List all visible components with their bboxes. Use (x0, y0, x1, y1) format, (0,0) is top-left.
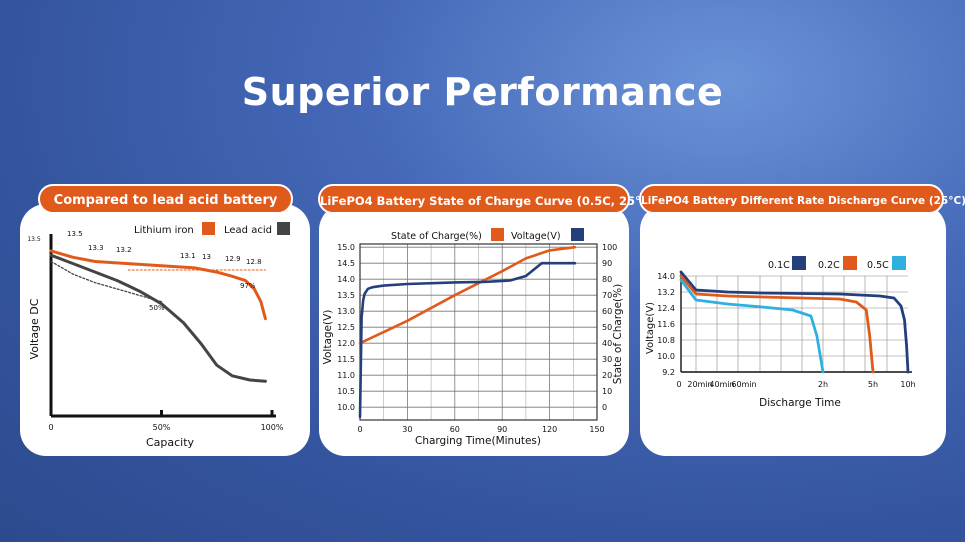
y2-tick-label: 50 (602, 323, 612, 332)
chart-card-discharge-rate: 9.2 10.0 10.8 11.6 12.4 13.2 14.0 0 20min 40min 60… (640, 204, 946, 456)
state-of-charge-chart: 10.0 10.5 11.0 11.5 12.0 12.5 13.0 13.5 14.0 14.5… (322, 228, 624, 447)
lead-acid-comparison-chart: 0 50% 100% Capacity Voltage DC 13.5 13.5 13.3 13… (27, 222, 290, 449)
x-tick-label: 40min (709, 380, 734, 389)
y-axis-title: Voltage(V) (322, 310, 334, 365)
y-axis-title: Voltage DC (28, 298, 41, 359)
y-tick-label: 11.6 (657, 320, 675, 329)
y-tick-label: 13.0 (337, 307, 355, 316)
x-axis-title: Capacity (146, 436, 195, 449)
x-tick-label: 20min (687, 380, 712, 389)
legend-label-0-1c: 0.1C (768, 260, 790, 271)
pill-title-discharge-rate: LiFePO4 Battery Different Rate Discharge… (639, 184, 965, 214)
x-tick-label: 60 (450, 425, 460, 434)
x-tick-label: 2h (818, 380, 828, 389)
y-tick-label: 10.0 (657, 352, 675, 361)
legend-swatch-voltage (571, 228, 584, 241)
y2-tick-label: 60 (602, 307, 612, 316)
y-tick-label: 14.0 (337, 275, 355, 284)
point-label: 13.5 (27, 236, 41, 243)
pill-title-state-of-charge: LiFePO4 Battery State of Charge Curve (0… (318, 184, 655, 214)
legend-label-0-2c: 0.2C (818, 260, 840, 271)
point-label: 13.1 (180, 252, 196, 260)
y2-tick-label: 20 (602, 371, 612, 380)
series-line-voltage (358, 261, 577, 419)
y-tick-label: 11.5 (337, 355, 355, 364)
y2-tick-label: 90 (602, 259, 612, 268)
point-label: 50% (149, 304, 165, 312)
point-label: 13 (202, 253, 211, 261)
series-line-0-2c (679, 274, 875, 374)
x-tick-label: 150 (589, 425, 604, 434)
y2-tick-label: 40 (602, 339, 612, 348)
x-tick-label: 60min (731, 380, 756, 389)
y-tick-label: 10.0 (337, 403, 355, 412)
y2-tick-label: 10 (602, 387, 612, 396)
legend-swatch-0-2c (843, 256, 857, 270)
point-label: 12.8 (246, 258, 262, 266)
x-tick-label: 0 (357, 425, 362, 434)
x-axis-title: Charging Time(Minutes) (415, 435, 541, 447)
legend-swatch-lead-acid (277, 222, 290, 235)
series-line-lead-acid-reference (50, 260, 163, 303)
y-tick-label: 10.8 (657, 336, 675, 345)
point-label: 13.2 (116, 246, 132, 254)
chart-card-state-of-charge: 10.0 10.5 11.0 11.5 12.0 12.5 13.0 13.5 14.0 14.5… (319, 204, 629, 456)
x-tick-label: 90 (497, 425, 507, 434)
page-headline: Superior Performance (241, 70, 724, 114)
y2-tick-label: 30 (602, 355, 612, 364)
y2-tick-label: 70 (602, 291, 612, 300)
y-axis-title: Voltage(V) (645, 302, 656, 354)
point-label: 97% (240, 282, 256, 290)
plot-frame (359, 243, 598, 421)
y-tick-label: 13.2 (657, 288, 675, 297)
series-line-0-1c (679, 270, 910, 374)
y-tick-label: 14.5 (337, 259, 355, 268)
legend-label-lithium-iron: Lithium iron (134, 225, 194, 236)
legend-label-voltage: Voltage(V) (511, 231, 561, 242)
point-label: 13.3 (88, 244, 104, 252)
y-tick-label: 10.5 (337, 387, 355, 396)
legend-swatch-0-1c (792, 256, 806, 270)
x-tick-label: 30 (402, 425, 412, 434)
point-label: 12.9 (225, 255, 241, 263)
legend-swatch-state-of-charge (491, 228, 504, 241)
x-tick-label: 5h (868, 380, 878, 389)
x-tick-label: 50% (153, 423, 171, 432)
y-tick-label: 9.2 (662, 368, 675, 377)
series-line-0-5c (679, 278, 825, 374)
legend-swatch-lithium-iron (202, 222, 215, 235)
legend-swatch-0-5c (892, 256, 906, 270)
y-tick-label: 15.0 (337, 243, 355, 252)
x-tick-label: 10h (900, 380, 915, 389)
y-tick-label: 11.0 (337, 371, 355, 380)
discharge-rate-chart: 9.2 10.0 10.8 11.6 12.4 13.2 14.0 0 20min40min60… (645, 256, 916, 409)
x-tick-label: 0 (676, 380, 681, 389)
x-tick-label: 100% (261, 423, 284, 432)
x-tick-label: 120 (542, 425, 557, 434)
y-tick-label: 14.0 (657, 272, 675, 281)
y2-tick-label: 100 (602, 243, 617, 252)
y-tick-label: 12.4 (657, 304, 675, 313)
point-label: 13.5 (67, 230, 83, 238)
y-tick-label: 13.5 (337, 291, 355, 300)
y2-tick-label: 80 (602, 275, 612, 284)
y2-axis-title: State of Charge(%) (612, 284, 624, 384)
y-tick-label: 12.5 (337, 323, 355, 332)
series-line-state-of-charge (358, 245, 577, 345)
y-tick-label: 12.0 (337, 339, 355, 348)
y2-tick-label: 0 (602, 403, 607, 412)
legend-label-state-of-charge: State of Charge(%) (391, 231, 482, 242)
legend-label-0-5c: 0.5C (867, 260, 889, 271)
series-line-lead-acid (49, 253, 267, 383)
chart-card-lead-acid: 0 50% 100% Capacity Voltage DC 13.5 13.5 13.3 13… (20, 204, 310, 456)
pill-title-lead-acid: Compared to lead acid battery (38, 184, 293, 214)
x-tick-label: 0 (48, 423, 53, 432)
legend-label-lead-acid: Lead acid (224, 225, 272, 236)
x-axis-title: Discharge Time (759, 397, 841, 409)
